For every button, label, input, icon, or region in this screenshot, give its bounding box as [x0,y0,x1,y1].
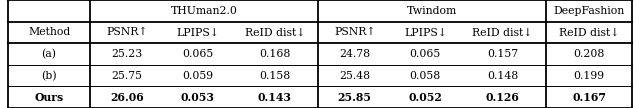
Text: 26.06: 26.06 [110,92,144,103]
Text: THUman2.0: THUman2.0 [171,6,237,16]
Text: 25.85: 25.85 [338,92,372,103]
Text: 0.065: 0.065 [182,49,213,59]
Text: 0.059: 0.059 [182,71,213,81]
Text: 0.167: 0.167 [572,92,606,103]
Text: (a): (a) [42,49,56,59]
Text: Ours: Ours [35,92,64,103]
Text: 0.143: 0.143 [258,92,292,103]
Text: 25.23: 25.23 [111,49,143,59]
Text: 25.48: 25.48 [339,71,371,81]
Text: PSNR↑: PSNR↑ [334,27,376,37]
Text: ReID dist↓: ReID dist↓ [244,27,305,37]
Text: Method: Method [28,27,70,37]
Text: 0.168: 0.168 [259,49,291,59]
Text: ReID dist↓: ReID dist↓ [472,27,532,37]
Text: LPIPS↓: LPIPS↓ [404,27,447,37]
Text: Twindom: Twindom [407,6,457,16]
Text: 24.78: 24.78 [339,49,371,59]
Text: 0.058: 0.058 [410,71,441,81]
Text: 0.148: 0.148 [487,71,518,81]
Text: (b): (b) [41,70,57,81]
Text: 0.208: 0.208 [573,49,605,59]
Text: 0.052: 0.052 [408,92,442,103]
Text: DeepFashion: DeepFashion [554,6,625,16]
Text: 0.158: 0.158 [259,71,291,81]
Text: 0.157: 0.157 [487,49,518,59]
Text: LPIPS↓: LPIPS↓ [176,27,219,37]
Text: PSNR↑: PSNR↑ [106,27,148,37]
Text: 0.065: 0.065 [410,49,441,59]
Text: 0.126: 0.126 [486,92,520,103]
Text: 25.75: 25.75 [111,71,143,81]
Text: 0.053: 0.053 [180,92,214,103]
Text: ReID dist↓: ReID dist↓ [559,27,620,37]
Text: 0.199: 0.199 [573,71,605,81]
